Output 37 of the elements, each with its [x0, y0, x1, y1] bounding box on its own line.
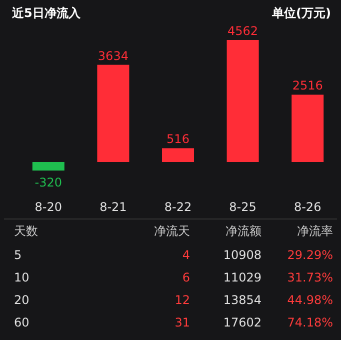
text: 74.18%: [287, 316, 333, 330]
bar: [226, 40, 259, 162]
text: 29.29%: [287, 248, 333, 262]
bar: [162, 148, 194, 162]
x-tick-label: 8-21: [100, 200, 127, 214]
text: 44.98%: [287, 293, 333, 307]
data-label: 2516: [292, 78, 323, 93]
text: 20: [14, 293, 30, 307]
category-label: 净流率: [297, 224, 333, 238]
data-label: -320: [34, 176, 62, 190]
text: 12: [174, 293, 190, 307]
text: 17602: [223, 316, 262, 330]
x-tick-label: 8-20: [34, 200, 62, 214]
text: 10908: [223, 248, 262, 262]
chart-title: 近5日净流入: [11, 6, 82, 20]
category-label: 净流天: [154, 224, 190, 238]
data-label: 3634: [98, 48, 128, 63]
text: 4: [182, 248, 190, 262]
text: 13854: [223, 293, 262, 307]
text: 60: [14, 316, 30, 330]
data-label: 516: [166, 132, 190, 146]
category-label: 净流额: [226, 224, 262, 238]
chart-subtitle: 单位(万元): [271, 6, 331, 20]
bar: [292, 94, 324, 162]
bar: [32, 162, 64, 171]
text: 31: [174, 316, 190, 330]
x-tick-label: 8-26: [294, 200, 322, 214]
text: 6: [182, 270, 190, 284]
text: 5: [14, 248, 22, 262]
text: 31.73%: [287, 270, 333, 284]
text: 11029: [223, 270, 262, 284]
category-label: 天数: [14, 224, 38, 238]
text: 10: [14, 270, 30, 284]
x-tick-label: 8-25: [229, 200, 256, 214]
x-tick-label: 8-22: [164, 200, 192, 214]
data-label: 4562: [228, 24, 258, 38]
bar: [97, 64, 130, 162]
